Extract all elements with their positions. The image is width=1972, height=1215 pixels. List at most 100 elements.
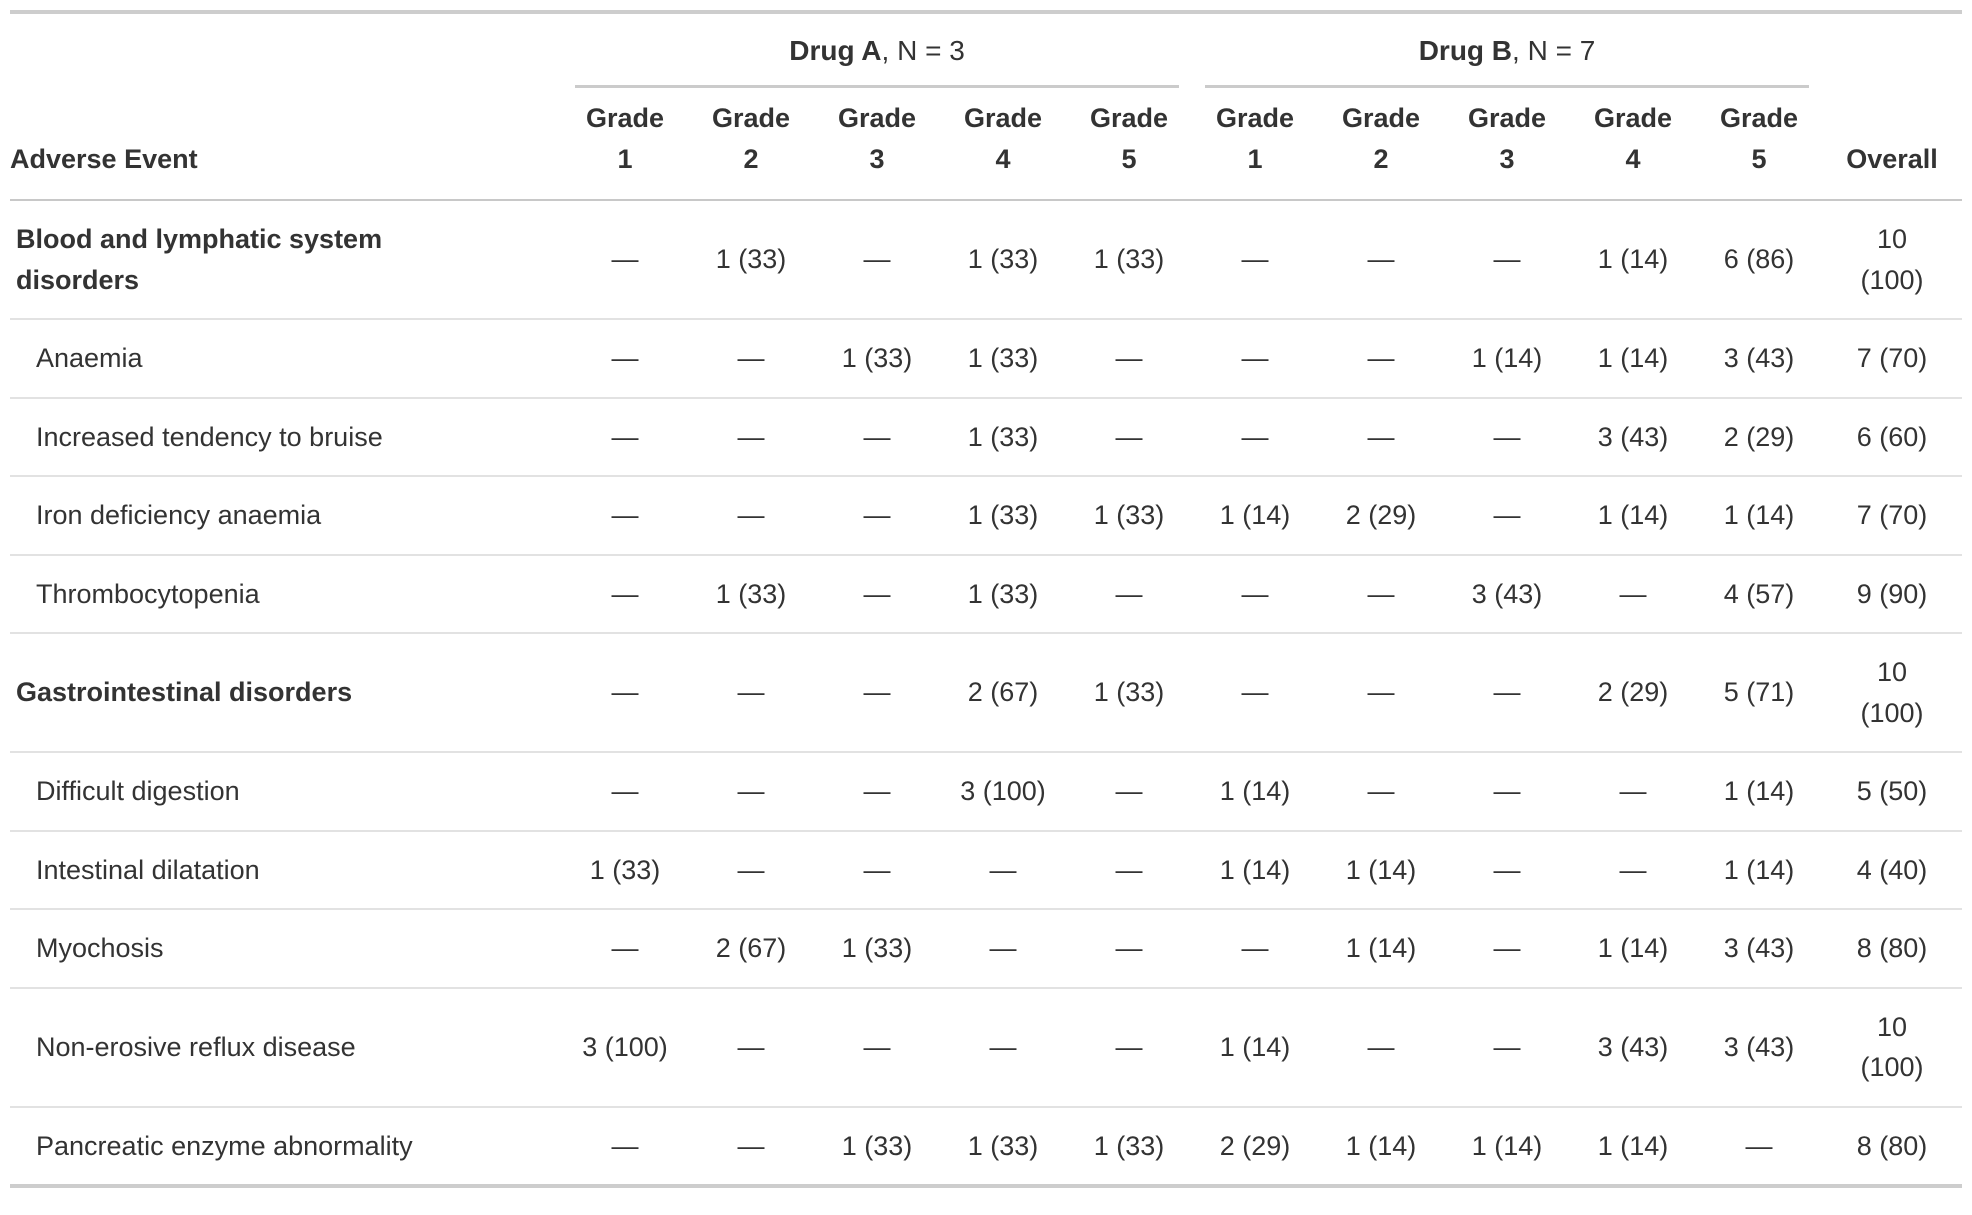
grade-value-cell: — [1570, 553, 1696, 633]
adverse-event-cell: Anaemia [10, 318, 562, 398]
grade-value-cell: 3 (43) [1570, 986, 1696, 1107]
overall-value-cell: 5 (50) [1822, 751, 1963, 831]
grade-value-cell: — [1318, 318, 1444, 398]
grade-value-cell: — [562, 751, 688, 831]
adverse-event-header: Adverse Event [10, 88, 562, 201]
adverse-event-cell: Blood and lymphatic system disorders [16, 224, 383, 295]
grade-value-cell: 2 (67) [940, 632, 1066, 752]
grade-value-cell: — [1066, 986, 1192, 1107]
grade-value-cell: — [562, 553, 688, 633]
grade-header-b2: Grade 2 [1318, 88, 1444, 201]
grade-value-cell: — [940, 908, 1066, 988]
adverse-event-cell: Gastrointestinal disorders [10, 632, 562, 752]
adverse-event-cell: Intestinal dilatation [10, 829, 562, 909]
grade-value-cell: 2 (29) [1570, 632, 1696, 752]
grade-word: Grade [963, 103, 1043, 133]
grade-header-b4: Grade 4 [1570, 88, 1696, 201]
grade-value-cell: 3 (100) [562, 986, 688, 1107]
overall-value: 8 (80) [1856, 933, 1928, 963]
grade-value-cell: — [1192, 632, 1318, 752]
grade-value-cell: — [1570, 829, 1696, 909]
grade-value-cell: 1 (33) [715, 244, 787, 275]
overall-value: 6 (60) [1856, 421, 1928, 452]
grade-value-cell: 6 (86) [1723, 244, 1795, 275]
grade-value-cell: 2 (29) [1192, 1105, 1318, 1186]
grade-number: 1 [1247, 143, 1263, 174]
grade-value-cell: 1 (33) [940, 553, 1066, 633]
drug-b-label: Drug B [1418, 35, 1513, 66]
grade-value-cell: 1 (33) [940, 318, 1066, 398]
adverse-event-cell: Increased tendency to bruise [10, 396, 562, 476]
overall-value-cell: 7 (70) [1822, 475, 1963, 555]
adverse-event-cell: Thrombocytopenia [10, 553, 562, 633]
adverse-event-cell: Pancreatic enzyme abnormality [10, 1105, 562, 1186]
grade-value-cell: 1 (14) [1444, 1105, 1570, 1186]
grade-value-cell: 1 (33) [688, 553, 814, 633]
grade-value-cell: 2 (29) [1318, 475, 1444, 555]
grade-value-cell: — [1696, 1105, 1823, 1186]
grade-value-cell: — [1444, 396, 1570, 476]
drug-a-spanner-box: Drug A, N = 3 [575, 14, 1179, 88]
grade-value-cell: — [814, 553, 940, 633]
grade-value-cell: — [1192, 908, 1318, 988]
table-row: Thrombocytopenia —1 (33) —1 (33) — — —3 (43) —… [10, 553, 1963, 633]
overall-value-cell: 8 (80) [1822, 908, 1963, 988]
grade-header-b5: Grade 5 [1696, 88, 1823, 201]
overall-value: 4 (40) [1856, 854, 1928, 885]
grade-value-cell: — [1444, 908, 1570, 988]
grade-value-cell: 1 (33) [562, 829, 688, 909]
grade-value-cell: — [1444, 632, 1570, 752]
overall-value: 9 (90) [1856, 578, 1928, 609]
grade-value-cell: — [1192, 396, 1318, 476]
overall-value-cell: 6 (60) [1822, 396, 1963, 476]
grade-value-cell: 2 (67) [688, 908, 814, 988]
grade-value-cell: 1 (14) [1444, 318, 1570, 398]
grade-value-cell: — [1318, 553, 1444, 633]
table-row: Iron deficiency anaemia — — —1 (33) 1 (33) 1 … [10, 475, 1963, 555]
grade-value-cell: — [1066, 908, 1192, 988]
grade-value-cell: 3 (43) [1570, 396, 1696, 476]
grade-value-cell: — [562, 396, 688, 476]
grade-value-cell: — [562, 1105, 688, 1186]
grade-value-cell: 1 (33) [1093, 244, 1165, 275]
overall-value-cell: 10 (100) [1822, 986, 1963, 1107]
grade-value-cell: 1 (14) [1696, 475, 1823, 555]
overall-value: 8 (80) [1856, 1130, 1928, 1161]
grade-value-cell: — [1444, 751, 1570, 831]
grade-value-cell: 1 (33) [967, 244, 1039, 275]
adverse-event-cell: Myochosis [10, 908, 562, 988]
overall-value-cell: 7 (70) [1822, 318, 1963, 398]
grade-value-cell: — [688, 986, 814, 1107]
grade-value-cell: — [688, 829, 814, 909]
table-row: Pancreatic enzyme abnormality — —1 (33) 1 (… [10, 1105, 1963, 1186]
table-body: Blood and lymphatic system disorders —1 (… [10, 200, 1963, 1186]
grade-word: Grade [1593, 103, 1673, 133]
grade-word: Grade [1467, 103, 1547, 133]
overall-value-cell: 8 (80) [1822, 1105, 1963, 1186]
grade-value-cell: — [1444, 829, 1570, 909]
grade-number: 2 [1373, 143, 1389, 174]
grade-value-cell: 1 (14) [1570, 1105, 1696, 1186]
grade-value-cell: 1 (33) [1066, 632, 1192, 752]
grade-value-cell: — [1066, 396, 1192, 476]
grade-value-cell: — [1318, 751, 1444, 831]
grade-value-cell: — [688, 1105, 814, 1186]
grade-header-a3: Grade 3 [814, 88, 940, 201]
grade-number: 4 [995, 143, 1011, 174]
grade-word: Grade [1215, 103, 1295, 133]
overall-value: 10 (100) [1860, 1011, 1924, 1083]
grade-header-b1: Grade 1 [1192, 88, 1318, 201]
grade-word: Grade [1719, 103, 1799, 133]
grade-value-cell: — [562, 908, 688, 988]
drug-b-spanner: Drug B, N = 7 [1192, 12, 1822, 88]
grade-number: 3 [1499, 143, 1515, 174]
table-row: Non-erosive reflux disease 3 (100) — — — —1 (… [10, 986, 1963, 1107]
grade-word: Grade [1341, 103, 1421, 133]
grade-value-cell: — [688, 318, 814, 398]
grade-value-cell: 1 (14) [1318, 908, 1444, 988]
drug-b-spanner-box: Drug B, N = 7 [1205, 14, 1810, 88]
overall-value-cell: 9 (90) [1822, 553, 1963, 633]
grade-value-cell: 3 (43) [1696, 318, 1823, 398]
table-row: Anaemia — —1 (33) 1 (33) — — —1 (14) 1 (14) 3 (4… [10, 318, 1963, 398]
